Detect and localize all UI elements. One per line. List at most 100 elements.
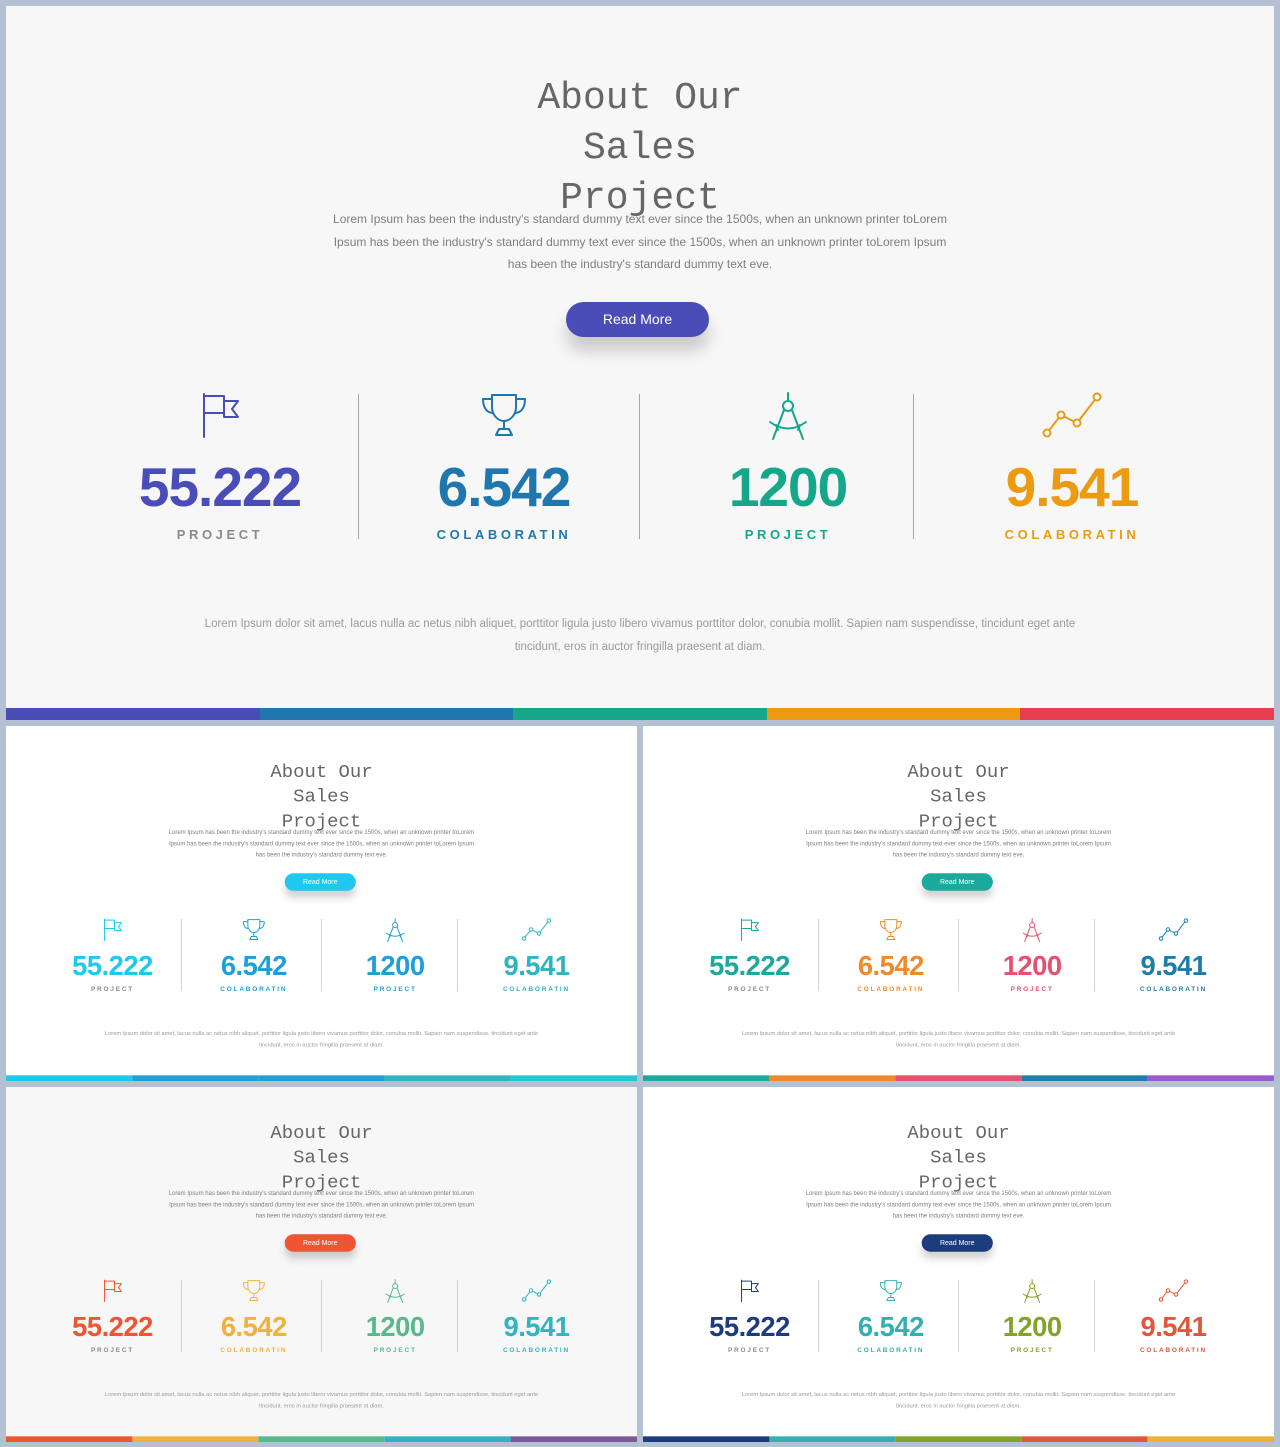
- stat-value: 9.541: [1005, 456, 1140, 518]
- stat-value: 1200: [1002, 1310, 1062, 1342]
- stat-label: COLABORATIN: [857, 985, 925, 993]
- read-more-button[interactable]: Read More: [921, 873, 993, 891]
- stat-label: PROJECT: [744, 527, 832, 542]
- compass-icon: [658, 391, 918, 441]
- flag-icon: [48, 918, 177, 943]
- color-bar-segment: [895, 1436, 1022, 1442]
- footer-text: Lorem Ipsum dolor sit amet, lacus nulla …: [104, 1391, 539, 1409]
- stat-value: 9.541: [503, 949, 570, 981]
- footer-text: Lorem Ipsum dolor sit amet, lacus nulla …: [104, 1030, 539, 1048]
- color-bar-segment: [259, 708, 514, 720]
- slide-title: About Our Sales Project: [907, 761, 1010, 833]
- stat-block: 6.542 COLABORATIN: [826, 918, 955, 993]
- read-more-button[interactable]: Read More: [566, 302, 709, 337]
- stat-block: 1200 PROJECT: [330, 918, 459, 993]
- color-bar-segment: [643, 1075, 770, 1081]
- stat-block: 1200 PROJECT: [967, 918, 1096, 993]
- stat-divider: [639, 394, 640, 539]
- color-bar-segment: [6, 1436, 133, 1442]
- slide-5: About Our Sales Project Lorem Ipsum has b…: [643, 1087, 1274, 1442]
- stat-label: PROJECT: [727, 985, 772, 993]
- color-bar-segment: [769, 1436, 896, 1442]
- stat-block: 9.541 COLABORATIN: [472, 1279, 601, 1354]
- stat-block: 55.222 PROJECT: [685, 918, 814, 993]
- color-bar: [6, 708, 1274, 720]
- color-bar-segment: [513, 708, 767, 720]
- stat-divider: [358, 394, 359, 539]
- stat-value: 1200: [365, 1310, 425, 1342]
- stat-label: COLABORATIN: [220, 1346, 288, 1354]
- stat-label: COLABORATIN: [502, 985, 570, 993]
- trophy-icon: [374, 391, 634, 441]
- stat-block: 6.542 COLABORATIN: [826, 1279, 955, 1354]
- trophy-icon: [826, 918, 955, 943]
- stat-block: 1200 PROJECT: [330, 1279, 459, 1354]
- color-bar-segment: [766, 708, 1021, 720]
- read-more-button[interactable]: Read More: [921, 1234, 993, 1252]
- stat-label: COLABORATIN: [1139, 985, 1207, 993]
- slide-title: About Our Sales Project: [270, 761, 373, 833]
- intro-text: Lorem Ipsum has been the industry's stan…: [333, 212, 947, 271]
- color-bar-segment: [6, 708, 260, 720]
- stat-block: 6.542 COLABORATIN: [189, 918, 318, 993]
- stat-label: PROJECT: [373, 985, 417, 993]
- stat-label: COLABORATIN: [1004, 527, 1140, 542]
- line-chart-icon: [472, 1279, 601, 1304]
- stat-value: 1200: [365, 949, 425, 981]
- stat-value: 6.542: [220, 949, 288, 981]
- stat-block: 9.541 COLABORATIN: [1109, 918, 1238, 993]
- stat-block: 55.222 PROJECT: [90, 391, 350, 542]
- flag-icon: [685, 918, 814, 943]
- compass-icon: [967, 1279, 1096, 1304]
- stat-block: 9.541 COLABORATIN: [472, 918, 601, 993]
- line-chart-icon: [1109, 1279, 1238, 1304]
- flag-icon: [90, 391, 350, 441]
- read-more-button[interactable]: Read More: [284, 873, 356, 891]
- trophy-icon: [189, 1279, 318, 1304]
- slide-1: About Our Sales Project Lorem Ipsum has b…: [6, 6, 1274, 720]
- line-chart-icon: [942, 391, 1202, 441]
- color-bar-segment: [643, 1436, 770, 1442]
- slide-4: About Our Sales Project Lorem Ipsum has b…: [6, 1087, 637, 1442]
- stat-block: 9.541 COLABORATIN: [942, 391, 1202, 542]
- slide-3: About Our Sales Project Lorem Ipsum has b…: [643, 726, 1274, 1081]
- color-bar-segment: [510, 1075, 637, 1081]
- footer-text: Lorem Ipsum dolor sit amet, lacus nulla …: [741, 1391, 1176, 1409]
- flag-icon: [48, 1279, 177, 1304]
- color-bar-segment: [258, 1436, 385, 1442]
- stat-value: 9.541: [1140, 1310, 1207, 1342]
- footer-text: Lorem Ipsum dolor sit amet, lacus nulla …: [204, 618, 1076, 653]
- stat-block: 9.541 COLABORATIN: [1109, 1279, 1238, 1354]
- color-bar: [6, 1075, 637, 1081]
- stat-label: COLABORATIN: [220, 985, 288, 993]
- stat-label: COLABORATIN: [1139, 1346, 1207, 1354]
- read-more-button[interactable]: Read More: [284, 1234, 356, 1252]
- stat-label: COLABORATIN: [436, 527, 572, 542]
- stat-label: PROJECT: [727, 1346, 772, 1354]
- footer-text: Lorem Ipsum dolor sit amet, lacus nulla …: [741, 1030, 1176, 1048]
- stat-value: 1200: [1002, 949, 1062, 981]
- stat-label: COLABORATIN: [857, 1346, 925, 1354]
- flag-icon: [685, 1279, 814, 1304]
- slide-title: About Our Sales Project: [537, 77, 743, 220]
- stat-label: PROJECT: [90, 985, 135, 993]
- compass-icon: [967, 918, 1096, 943]
- stat-block: 1200 PROJECT: [967, 1279, 1096, 1354]
- line-chart-icon: [1109, 918, 1238, 943]
- color-bar-segment: [769, 1075, 896, 1081]
- stat-label: PROJECT: [1010, 1346, 1054, 1354]
- stat-value: 6.542: [437, 456, 572, 518]
- stat-value: 55.222: [709, 949, 790, 981]
- color-bar-segment: [1020, 708, 1274, 720]
- slide-title: About Our Sales Project: [270, 1122, 373, 1194]
- intro-text: Lorem Ipsum has been the industry's stan…: [805, 828, 1112, 858]
- stat-value: 1200: [728, 456, 848, 518]
- stat-value: 6.542: [857, 1310, 925, 1342]
- compass-icon: [330, 918, 459, 943]
- stat-value: 55.222: [72, 949, 153, 981]
- stat-label: COLABORATIN: [502, 1346, 570, 1354]
- slide-title: About Our Sales Project: [907, 1122, 1010, 1194]
- color-bar-segment: [384, 1436, 511, 1442]
- color-bar-segment: [1021, 1436, 1148, 1442]
- color-bar: [643, 1436, 1274, 1442]
